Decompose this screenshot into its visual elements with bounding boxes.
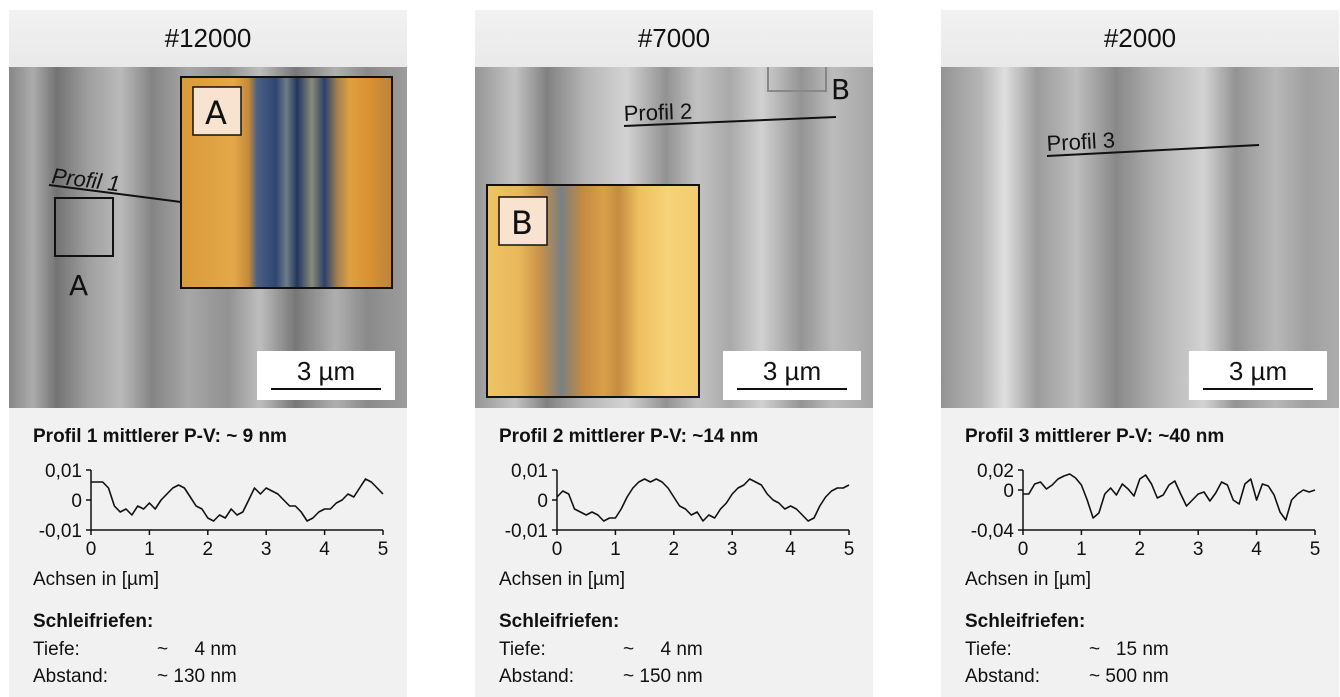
profile-line [91, 478, 384, 522]
x-tick-label: 4 [319, 539, 330, 560]
x-tick-label: 4 [1251, 539, 1262, 560]
x-axis-title: Achsen in [µm] [499, 569, 626, 590]
depth-value: ~ 4 nm [623, 639, 703, 660]
profile-info: Profil 1 mittlerer P-V: ~ 9 nm 0,01 0 -0,0… [9, 408, 407, 697]
afm-image: B Profil 2 B 3 µm [475, 67, 873, 408]
afm-image: Profil 3 3 µm [941, 67, 1339, 408]
spacing-row: Abstand: ~ 130 nm [33, 666, 237, 687]
region-marker [54, 197, 114, 257]
x-tick-label: 0 [552, 539, 563, 560]
grooves-title: Schleifriefen: [33, 611, 154, 632]
x-tick-label: 1 [144, 539, 155, 560]
x-tick-label: 3 [261, 539, 272, 560]
scale-bar-box [257, 351, 395, 400]
afm-image: Profil 1 A A 3 µm [9, 67, 407, 408]
panel-title: #7000 [475, 10, 873, 67]
profile-line [556, 478, 850, 522]
spacing-row: Abstand: ~ 500 nm [965, 666, 1169, 687]
depth-row: Tiefe: ~ 15 nm [965, 639, 1169, 660]
inset-label: A [205, 94, 227, 132]
afm-topography: B Profil 2 B 3 µm [475, 67, 873, 408]
scale-bar-label: 3 µm [763, 356, 821, 386]
panel-7000: #7000 [475, 10, 873, 697]
spacing-value: ~ 150 nm [623, 666, 703, 687]
inset-label: B [511, 204, 533, 242]
profile-line [1023, 473, 1316, 521]
pv-value: Profil 3 mittlerer P-V: ~40 nm [965, 426, 1225, 447]
profile-chart: 0,020-0,040 1 2 3 4 5 [971, 461, 1321, 560]
panel-2000: #2000 Profil 3 3 µm Profil 3 mit [941, 10, 1339, 697]
panel-title: #2000 [941, 10, 1339, 67]
y-tick-label: 0 [537, 491, 548, 512]
x-tick-label: 2 [1135, 539, 1146, 560]
profile-chart: 0,010-0,010 1 2 3 4 5 [39, 461, 389, 560]
x-tick-label: 3 [727, 539, 738, 560]
x-tick-label: 2 [669, 539, 680, 560]
scale-bar-label: 3 µm [297, 356, 355, 386]
spacing-value: ~ 130 nm [157, 666, 237, 687]
x-tick-label: 1 [1076, 539, 1087, 560]
x-tick-label: 4 [785, 539, 796, 560]
depth-value: ~ 15 nm [1089, 639, 1169, 660]
y-tick-label: 0,02 [977, 461, 1014, 482]
x-tick-label: 3 [1193, 539, 1204, 560]
x-axis-title: Achsen in [µm] [33, 569, 160, 590]
spacing-value: ~ 500 nm [1089, 666, 1169, 687]
depth-row: Tiefe: ~ 4 nm [499, 639, 703, 660]
region-marker [767, 67, 827, 92]
profile-label: Profil 3 [1046, 127, 1116, 156]
grooves-title: Schleifriefen: [499, 611, 620, 632]
x-tick-label: 2 [203, 539, 214, 560]
panel-title: #12000 [9, 10, 407, 67]
y-tick-label: -0,04 [971, 521, 1015, 542]
spacing-row: Abstand: ~ 150 nm [499, 666, 703, 687]
x-tick-label: 0 [86, 539, 97, 560]
y-tick-label: 0,01 [45, 461, 82, 482]
profile-info: Profil 3 mittlerer P-V: ~40 nm 0,02 0 -0,0… [941, 408, 1339, 697]
afm-topography: Profil 3 3 µm [941, 67, 1339, 408]
grooves-title: Schleifriefen: [965, 611, 1086, 632]
depth-value: ~ 4 nm [157, 639, 237, 660]
y-tick-label: 0,01 [511, 461, 548, 482]
x-tick-label: 5 [844, 539, 855, 560]
x-tick-label: 5 [378, 539, 389, 560]
panel-12000: #12000 [9, 10, 407, 697]
pv-value: Profil 2 mittlerer P-V: ~14 nm [499, 426, 759, 447]
x-axis-title: Achsen in [µm] [965, 569, 1092, 590]
profile-info: Profil 2 mittlerer P-V: ~14 nm 0,01 0 -0,0… [475, 408, 873, 697]
y-tick-label: 0 [1003, 481, 1014, 502]
depth-row: Tiefe: ~ 4 nm [33, 639, 237, 660]
region-label: A [69, 269, 88, 302]
scale-bar-label: 3 µm [1229, 356, 1287, 386]
x-tick-label: 5 [1310, 539, 1321, 560]
y-tick-label: 0 [71, 491, 82, 512]
scale-bar-box [723, 351, 861, 400]
y-tick-label: -0,01 [505, 521, 548, 542]
x-tick-label: 1 [610, 539, 621, 560]
x-tick-label: 0 [1018, 539, 1029, 560]
pv-value: Profil 1 mittlerer P-V: ~ 9 nm [33, 426, 287, 447]
scale-bar-box [1189, 351, 1327, 400]
profile-label: Profil 2 [623, 99, 692, 126]
y-tick-label: -0,01 [39, 521, 82, 542]
region-label: B [831, 73, 850, 106]
profile-chart: 0,010-0,010 1 2 3 4 5 [505, 461, 855, 560]
afm-topography: Profil 1 A A 3 µm [9, 67, 407, 408]
